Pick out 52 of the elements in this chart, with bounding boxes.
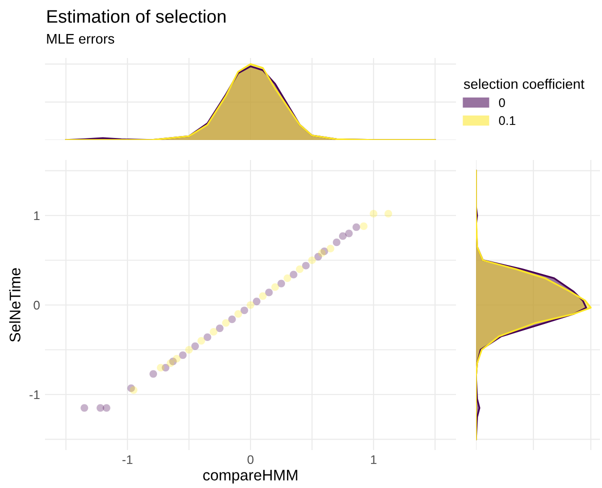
point [252,298,260,306]
point [191,342,199,350]
point [172,354,180,363]
point [265,288,273,296]
point [332,238,340,246]
y-tick-label: -1 [30,390,40,400]
point [345,230,353,238]
point [338,232,347,240]
point [308,256,316,264]
point [284,274,292,282]
y-tick-label: 0 [34,300,40,310]
point [216,324,224,332]
point [246,301,254,309]
point [290,270,298,278]
point [352,223,360,231]
point [197,337,206,345]
x-tick-label: 1 [371,455,376,464]
point [96,404,104,412]
point [296,265,304,273]
legend-label: 0.1 [498,116,516,126]
point [179,351,187,359]
point [240,306,248,314]
x-axis-title: compareHMM [203,470,298,484]
point [130,386,138,394]
point [204,333,212,342]
point [277,280,286,288]
chart-title: Estimation of selection [47,10,226,23]
legend-title: selection coefficient [464,78,584,89]
y-tick-label: 1 [34,211,40,220]
point [302,262,310,270]
point [384,210,392,218]
point [102,404,110,412]
point [185,346,193,354]
point [149,370,158,378]
x-tick-label: 0 [248,455,254,464]
point [166,359,174,367]
point [210,328,218,336]
point [326,244,334,252]
x-tick-label: -1 [122,455,132,464]
y-axis-title: SelNeTime [9,268,20,342]
legend-label: 0 [498,98,505,108]
point [271,283,279,291]
point [318,249,326,257]
point [234,310,242,318]
chart-subtitle: MLE errors [47,34,114,44]
point [370,210,378,218]
point [80,404,88,412]
point [360,222,368,230]
point [156,364,164,372]
point [228,316,236,324]
point [259,292,267,300]
point [222,319,230,327]
